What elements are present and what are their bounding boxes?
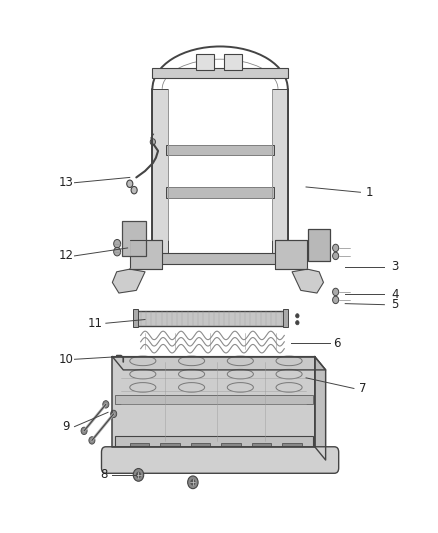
Circle shape (111, 410, 117, 418)
Text: 4: 4 (392, 288, 399, 301)
Text: 8: 8 (100, 469, 107, 481)
Bar (115, 436, 313, 449)
Bar (130, 442, 149, 449)
Circle shape (296, 314, 299, 318)
Circle shape (187, 476, 198, 489)
FancyBboxPatch shape (102, 447, 339, 473)
Bar (152, 253, 288, 264)
Bar (152, 89, 168, 261)
Circle shape (114, 239, 120, 248)
Polygon shape (315, 357, 325, 460)
Bar (191, 442, 210, 449)
Circle shape (114, 247, 120, 256)
Text: 13: 13 (58, 176, 73, 189)
Bar (252, 442, 271, 449)
Text: 11: 11 (88, 317, 102, 330)
Polygon shape (113, 269, 145, 293)
Circle shape (332, 252, 339, 260)
Circle shape (332, 296, 339, 304)
Bar (221, 442, 241, 449)
Bar (136, 311, 284, 326)
Bar (122, 221, 146, 256)
Bar (196, 54, 214, 70)
Text: 3: 3 (392, 260, 399, 273)
Circle shape (136, 472, 141, 478)
Polygon shape (292, 269, 323, 293)
Bar (275, 240, 307, 269)
Circle shape (296, 320, 299, 325)
Circle shape (190, 479, 195, 486)
Circle shape (332, 288, 339, 296)
Text: 5: 5 (392, 298, 399, 311)
Bar (272, 89, 288, 261)
Circle shape (81, 427, 87, 434)
Circle shape (103, 401, 109, 408)
Bar (308, 229, 330, 261)
Text: 12: 12 (58, 249, 73, 262)
Circle shape (150, 139, 155, 145)
Bar (115, 395, 313, 405)
Bar (224, 54, 242, 70)
Bar (133, 310, 138, 327)
Circle shape (89, 437, 95, 444)
Polygon shape (113, 357, 315, 447)
Polygon shape (113, 357, 325, 370)
Text: 1: 1 (365, 186, 373, 199)
Circle shape (332, 244, 339, 252)
Text: 7: 7 (359, 382, 366, 395)
Bar (160, 442, 180, 449)
Circle shape (131, 187, 137, 194)
Bar (166, 187, 274, 198)
Bar (166, 144, 274, 155)
Bar (152, 68, 288, 78)
Circle shape (127, 180, 133, 188)
Text: 10: 10 (58, 353, 73, 366)
Circle shape (133, 469, 144, 481)
Bar (130, 240, 162, 269)
Text: 9: 9 (62, 420, 70, 433)
Bar (282, 442, 302, 449)
Bar (283, 310, 288, 327)
Text: 6: 6 (333, 337, 340, 350)
